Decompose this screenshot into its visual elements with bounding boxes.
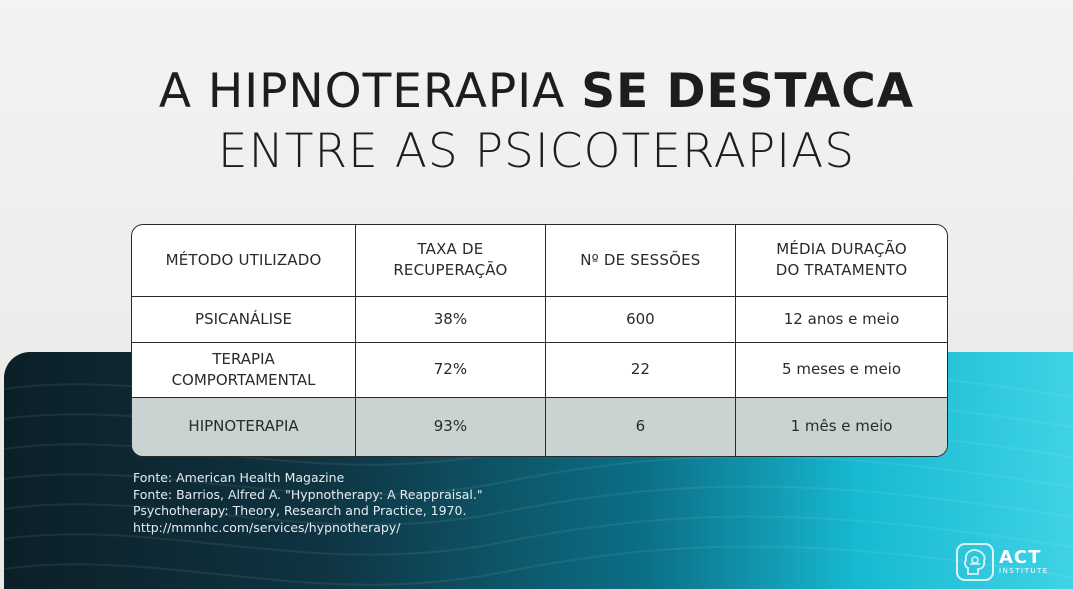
title-line-1: A HIPNOTERAPIA SE DESTACA <box>0 62 1073 122</box>
source-line: Fonte: Barrios, Alfred A. "Hypnotherapy:… <box>133 486 483 502</box>
cell-method-line1: TERAPIA <box>212 349 275 368</box>
source-link[interactable]: http://mmnhc.com/services/hypnotherapy/ <box>133 519 401 535</box>
header-sessions: Nº DE SESSÕES <box>544 225 737 297</box>
header-recovery-rate: TAXA DE RECUPERAÇÃO <box>355 225 546 297</box>
cell-duration: 5 meses e meio <box>735 341 947 398</box>
header-duration: MÉDIA DURAÇÃO DO TRATAMENTO <box>735 225 947 297</box>
table-row: TERAPIA COMPORTAMENTAL 72% 22 5 meses e … <box>132 341 947 398</box>
cell-rate: 93% <box>355 396 546 456</box>
cell-rate: 38% <box>355 296 546 343</box>
act-brain-icon <box>956 543 994 581</box>
cell-rate: 72% <box>355 341 546 398</box>
cell-sessions: 22 <box>544 341 737 398</box>
page-title: A HIPNOTERAPIA SE DESTACA ENTRE AS PSICO… <box>0 62 1073 182</box>
logo-subtitle: INSTITUTE <box>999 566 1049 575</box>
act-institute-logo: ACT INSTITUTE <box>956 541 1056 583</box>
table-row: PSICANÁLISE 38% 600 12 anos e meio <box>132 296 947 343</box>
logo-text: ACT INSTITUTE <box>999 546 1049 576</box>
header-duration-line2: DO TRATAMENTO <box>775 261 908 280</box>
header-duration-line1: MÉDIA DURAÇÃO <box>776 240 907 259</box>
cell-sessions: 600 <box>544 296 737 343</box>
title-line-2: ENTRE AS PSICOTERAPIAS <box>217 124 856 179</box>
cell-method: HIPNOTERAPIA <box>132 396 357 456</box>
title-bold-text: SE DESTACA <box>581 64 915 119</box>
header-recovery-rate-line2: RECUPERAÇÃO <box>393 261 508 280</box>
sources-list: Fonte: American Health Magazine Fonte: B… <box>133 470 483 536</box>
title-light-text: A HIPNOTERAPIA <box>158 64 582 119</box>
cell-method-line2: COMPORTAMENTAL <box>171 370 316 389</box>
cell-sessions: 6 <box>544 396 737 456</box>
table-row-highlighted: HIPNOTERAPIA 93% 6 1 mês e meio <box>132 396 947 456</box>
table-header-row: MÉTODO UTILIZADO TAXA DE RECUPERAÇÃO Nº … <box>132 225 947 297</box>
header-method: MÉTODO UTILIZADO <box>132 225 357 297</box>
cell-method: TERAPIA COMPORTAMENTAL <box>132 341 357 398</box>
cell-duration: 1 mês e meio <box>735 396 947 456</box>
cell-method: PSICANÁLISE <box>132 296 357 343</box>
cell-duration: 12 anos e meio <box>735 296 947 343</box>
comparison-table-card: MÉTODO UTILIZADO TAXA DE RECUPERAÇÃO Nº … <box>131 224 948 457</box>
header-recovery-rate-line1: TAXA DE <box>417 240 484 259</box>
source-line: Fonte: American Health Magazine <box>133 470 345 485</box>
comparison-table: MÉTODO UTILIZADO TAXA DE RECUPERAÇÃO Nº … <box>132 225 947 456</box>
logo-name: ACT <box>999 546 1042 568</box>
source-line: Psychotherapy: Theory, Research and Prac… <box>133 503 467 518</box>
